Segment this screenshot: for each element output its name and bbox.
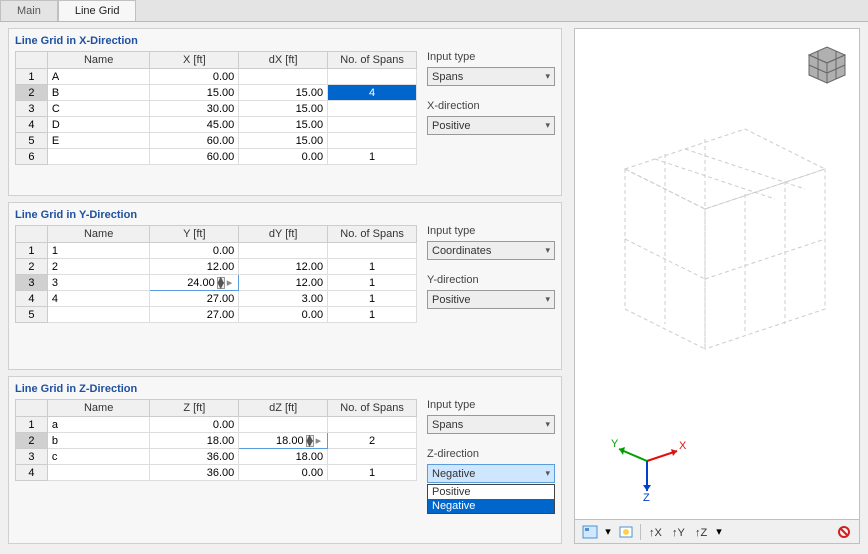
z-input-combo[interactable]: Spans	[427, 415, 555, 434]
col-header[interactable]	[16, 400, 48, 417]
z-dir-combo[interactable]: Negative PositiveNegative	[427, 464, 555, 483]
col-header[interactable]: No. of Spans	[328, 400, 417, 417]
col-header[interactable]: No. of Spans	[328, 226, 417, 243]
col-header[interactable]: dY [ft]	[239, 226, 328, 243]
dropdown-item[interactable]: Negative	[428, 499, 554, 513]
tab-main[interactable]: Main	[0, 0, 58, 21]
view-y-button[interactable]: ↑Y	[667, 522, 689, 542]
table-row[interactable]: 110.00	[16, 243, 417, 259]
table-row[interactable]: 5E60.0015.00	[16, 133, 417, 149]
y-input-combo[interactable]: Coordinates	[427, 241, 555, 260]
table-z[interactable]: NameZ [ft]dZ [ft]No. of Spans 1a0.002b18…	[15, 399, 417, 481]
table-row[interactable]: 4D45.0015.00	[16, 117, 417, 133]
dropdown-item[interactable]: Positive	[428, 485, 554, 499]
z-input-label: Input type	[427, 399, 555, 411]
nav-cube-icon[interactable]	[797, 37, 851, 91]
table-row[interactable]: 3c36.0018.00	[16, 449, 417, 465]
z-dir-label: Z-direction	[427, 448, 555, 460]
view-dropdown-button[interactable]: ▾	[602, 522, 614, 542]
section-z: Line Grid in Z-Direction NameZ [ft]dZ [f…	[8, 376, 562, 544]
x-input-combo[interactable]: Spans	[427, 67, 555, 86]
col-header[interactable]: Name	[47, 226, 150, 243]
table-row[interactable]: 436.000.001	[16, 465, 417, 481]
view-display-button[interactable]	[579, 522, 601, 542]
x-input-label: Input type	[427, 51, 555, 63]
col-header[interactable]: Y [ft]	[150, 226, 239, 243]
svg-text:↑Y: ↑Y	[672, 527, 686, 539]
svg-text:↑X: ↑X	[649, 527, 663, 539]
table-row[interactable]: 1a0.00	[16, 417, 417, 433]
col-header[interactable]: dX [ft]	[239, 52, 328, 69]
wireframe-grid	[595, 109, 845, 369]
table-row[interactable]: 4427.003.001	[16, 291, 417, 307]
section-y-title: Line Grid in Y-Direction	[15, 207, 555, 225]
col-header[interactable]: Name	[47, 400, 150, 417]
y-dir-label: Y-direction	[427, 274, 555, 286]
col-header[interactable]: Name	[47, 52, 150, 69]
table-row[interactable]: 3C30.0015.00	[16, 101, 417, 117]
spinner-down[interactable]: ▼	[217, 283, 225, 289]
table-row[interactable]: 2B15.0015.004	[16, 85, 417, 101]
section-x-title: Line Grid in X-Direction	[15, 33, 555, 51]
spinner-down[interactable]: ▼	[306, 441, 314, 447]
col-header[interactable]: No. of Spans	[328, 52, 417, 69]
table-y[interactable]: NameY [ft]dY [ft]No. of Spans 110.002212…	[15, 225, 417, 323]
x-dir-combo[interactable]: Positive	[427, 116, 555, 135]
view-isometric-button[interactable]	[615, 522, 637, 542]
col-header[interactable]	[16, 226, 48, 243]
cancel-button[interactable]	[833, 522, 855, 542]
preview-viewport[interactable]: X Y Z ▾ ↑X ↑Y ↑Z ▾	[574, 28, 860, 544]
svg-text:↑Z: ↑Z	[695, 527, 708, 539]
axes-gizmo: X Y Z	[607, 433, 687, 503]
y-dir-combo[interactable]: Positive	[427, 290, 555, 309]
section-y: Line Grid in Y-Direction NameY [ft]dY [f…	[8, 202, 562, 370]
col-header[interactable]: X [ft]	[150, 52, 239, 69]
col-header[interactable]: dZ [ft]	[239, 400, 328, 417]
table-x[interactable]: NameX [ft]dX [ft]No. of Spans 1A0.002B15…	[15, 51, 417, 165]
y-input-label: Input type	[427, 225, 555, 237]
preview-toolbar: ▾ ↑X ↑Y ↑Z ▾	[575, 519, 859, 543]
tab-line-grid[interactable]: Line Grid	[58, 0, 137, 21]
col-header[interactable]: Z [ft]	[150, 400, 239, 417]
axis-z-label: Z	[643, 492, 650, 503]
table-row[interactable]: 660.000.001	[16, 149, 417, 165]
view-z-button[interactable]: ↑Z	[690, 522, 712, 542]
table-row[interactable]: 2b18.0018.00▲▼▸2	[16, 433, 417, 449]
x-dir-label: X-direction	[427, 100, 555, 112]
view-x-button[interactable]: ↑X	[644, 522, 666, 542]
table-row[interactable]: 3324.00▲▼▸12.001	[16, 275, 417, 291]
axis-y-label: Y	[611, 438, 619, 450]
table-row[interactable]: 1A0.00	[16, 69, 417, 85]
col-header[interactable]	[16, 52, 48, 69]
axis-x-label: X	[679, 440, 687, 452]
section-x: Line Grid in X-Direction NameX [ft]dX [f…	[8, 28, 562, 196]
table-row[interactable]: 2212.0012.001	[16, 259, 417, 275]
section-z-title: Line Grid in Z-Direction	[15, 381, 555, 399]
table-row[interactable]: 527.000.001	[16, 307, 417, 323]
left-panel: Line Grid in X-Direction NameX [ft]dX [f…	[0, 22, 570, 552]
view-down-dropdown-button[interactable]: ▾	[713, 522, 725, 542]
